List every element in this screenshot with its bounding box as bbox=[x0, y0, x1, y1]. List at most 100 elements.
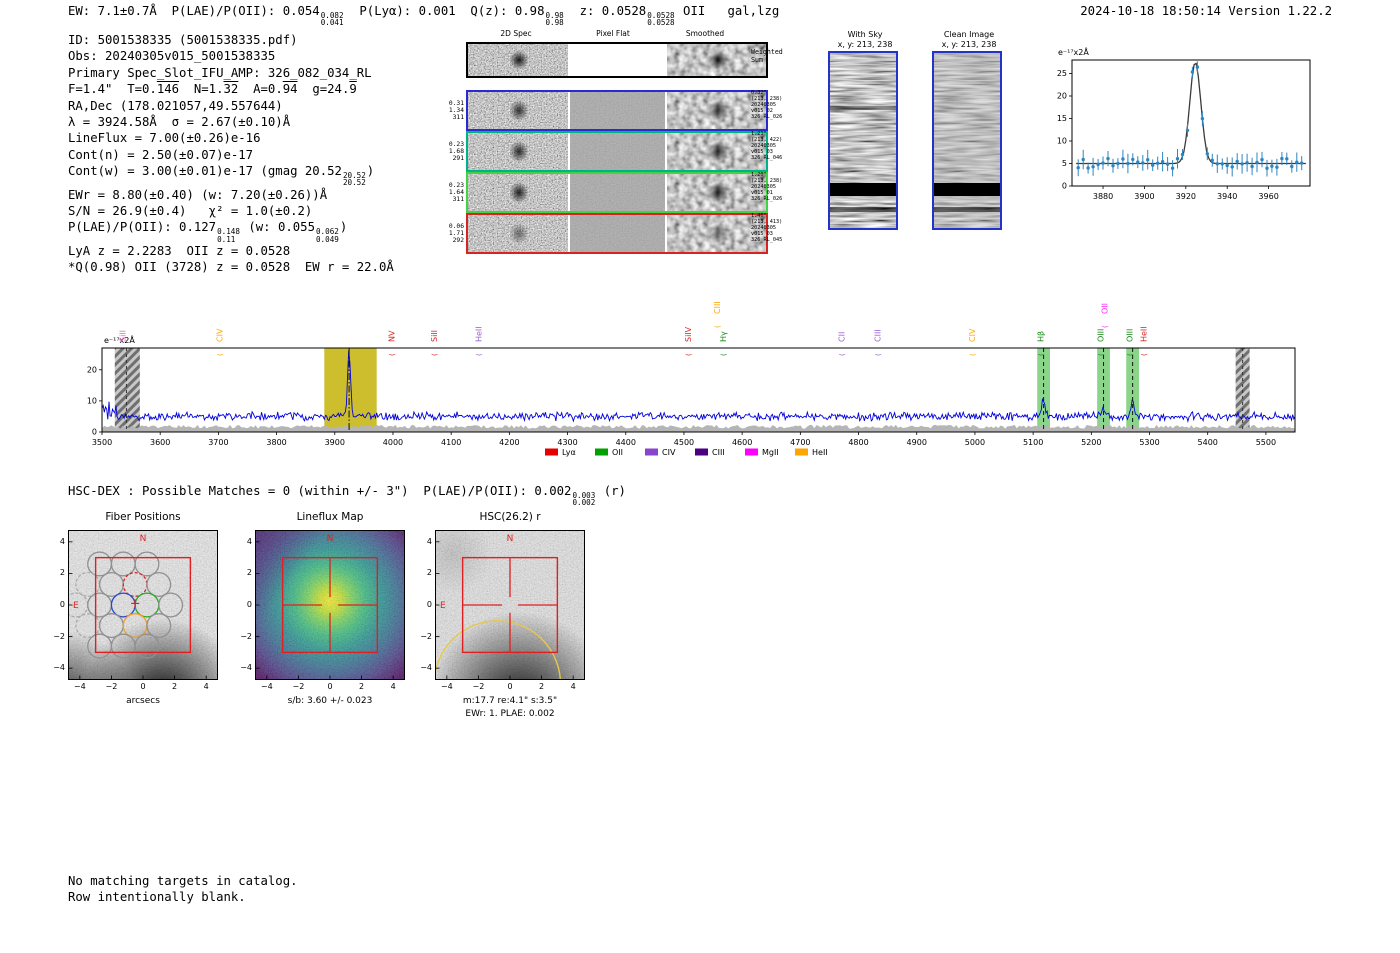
detection-info-block: ID: 5001538335 (5001538335.pdf) Obs: 2024… bbox=[68, 32, 394, 276]
cutout-panels: Fiber Positions N E −4 −4 −2 −2 0 0 2 2 4 4 arcsecs Li… bbox=[0, 508, 1400, 733]
lineflux-map-overlay-svg: N bbox=[255, 530, 405, 680]
x-tick-label: 4700 bbox=[790, 438, 810, 447]
data-point bbox=[1165, 162, 1170, 166]
legend-label: Lyα bbox=[562, 448, 576, 457]
right-label-line: 1.20" bbox=[751, 172, 767, 178]
noise-texture bbox=[934, 53, 1000, 228]
text-segment: RA,Dec (178.021057,49.557644) bbox=[68, 98, 283, 113]
fraction-upper: 20.52 bbox=[342, 171, 366, 181]
text-segment: P(LAE)/P(OII): 0.127 bbox=[68, 220, 217, 235]
marker-paren: ( bbox=[720, 353, 728, 356]
emission-blob bbox=[506, 177, 532, 208]
data-point bbox=[1220, 162, 1224, 166]
spec2d-strip-spec bbox=[468, 174, 568, 211]
cutout-lineflux-map: Lineflux Map N −4 −4 −2 −2 0 0 2 2 4 4 s/b: 3.60 +/-… bbox=[230, 508, 425, 726]
text-segment: 94 bbox=[282, 82, 298, 97]
spec2d-column-title: 2D Spec bbox=[500, 29, 532, 38]
data-point bbox=[1230, 165, 1234, 169]
text-segment: EWr = 8.80(±0.40) (w: 7.20(±0.26))Å bbox=[68, 187, 328, 202]
x-tick-label: 4 bbox=[570, 682, 576, 691]
data-point bbox=[1121, 157, 1125, 161]
text-segment: Primary Spec_Slot_IFU_AMP: 326_082_034_R… bbox=[68, 65, 372, 80]
info-line: EWr = 8.80(±0.40) (w: 7.20(±0.26))Å bbox=[68, 187, 394, 203]
left-label-line: 0.23 bbox=[448, 181, 464, 189]
y-tick-label: 0 bbox=[426, 600, 432, 609]
y-tick-label: 25 bbox=[1057, 69, 1067, 78]
right-label-line: 326_RL_045 bbox=[751, 237, 783, 244]
legend-label: CIV bbox=[662, 448, 676, 457]
axes-spine bbox=[255, 530, 405, 680]
data-point bbox=[1190, 70, 1195, 74]
header-timestamp: 2024-10-18 18:50:14 Version 1.22.2 bbox=[1080, 4, 1332, 18]
spec2d-row-right-label: 1.20" (213, 238) 20240305 v015_01 326_RL_026 bbox=[751, 172, 782, 202]
extraction-box bbox=[94, 556, 192, 654]
data-point bbox=[1156, 161, 1160, 165]
emission-line-marker-label: CIII bbox=[874, 329, 883, 342]
data-point bbox=[1175, 157, 1180, 161]
selected-line-band bbox=[324, 348, 377, 432]
text-segment: g=24. bbox=[297, 82, 350, 97]
x-tick-label: 3500 bbox=[92, 438, 112, 447]
east-label: E bbox=[73, 601, 79, 611]
text-segment: OII gal,lzg bbox=[675, 4, 780, 18]
x-tick-label: 5500 bbox=[1256, 438, 1276, 447]
full-spectrum-svg: 3500 3600 3700 3800 3900 4000 4100 4200 4300 4400… bbox=[87, 301, 1296, 457]
data-point bbox=[1290, 164, 1294, 169]
legend-swatch bbox=[645, 448, 658, 456]
north-label: N bbox=[140, 534, 147, 544]
fraction-upper: 0.0528 bbox=[647, 11, 675, 20]
cutout-caption: m:17.7 re:4.1" s:3.5" bbox=[462, 696, 558, 706]
error-spectrum-fill bbox=[102, 424, 1295, 432]
sky-image bbox=[932, 51, 1002, 230]
x-tick-label: 4400 bbox=[616, 438, 636, 447]
emission-blob bbox=[704, 218, 731, 249]
stacked-fraction: 0.0528 0.0528 bbox=[647, 11, 675, 27]
x-tick-label: 2 bbox=[539, 682, 545, 691]
left-label-line: 311 bbox=[452, 114, 464, 122]
spec2d-strip-smooth bbox=[667, 92, 766, 129]
y-tick-label: 10 bbox=[1057, 137, 1067, 146]
axis-xlabel: arcsecs bbox=[126, 696, 160, 706]
data-point bbox=[1215, 162, 1219, 166]
emission-blob bbox=[506, 218, 532, 249]
emission-blob bbox=[704, 95, 731, 126]
y-tick-label: 0 bbox=[92, 428, 97, 437]
right-label-line: 0.32" bbox=[751, 90, 767, 96]
dark-band bbox=[830, 207, 896, 212]
y-tick-label: 20 bbox=[87, 365, 97, 374]
header-summary: EW: 7.1±0.7Å P(LAE)/P(OII): 0.054 0.082 0.… bbox=[68, 4, 780, 28]
east-label: E bbox=[440, 601, 446, 611]
data-point bbox=[1111, 164, 1115, 168]
marker-paren: ( bbox=[1102, 325, 1110, 328]
spec2d-row-strip-group bbox=[466, 172, 768, 213]
emission-line-marker-label: Hβ bbox=[1037, 331, 1046, 342]
fraction-lower: 0.049 bbox=[315, 234, 339, 244]
fiber-circle bbox=[134, 633, 160, 659]
left-label-line: 1.68 bbox=[448, 147, 464, 155]
cutout-caption: s/b: 3.60 +/- 0.023 bbox=[287, 696, 373, 706]
data-point bbox=[1205, 152, 1209, 156]
text-segment: Obs: 20240305v015_5001538335 bbox=[68, 49, 276, 64]
info-line: LyA z = 2.2283 OII z = 0.0528 bbox=[68, 243, 394, 259]
spec2d-strip-smooth bbox=[667, 174, 766, 211]
spec2d-column-title: Smoothed bbox=[685, 29, 725, 38]
text-segment: 32 bbox=[223, 82, 239, 97]
dark-band bbox=[934, 207, 1000, 212]
marker-paren: ( bbox=[969, 353, 977, 356]
marker-paren: ( bbox=[389, 353, 397, 356]
data-point bbox=[1091, 165, 1095, 169]
x-tick-label: 0 bbox=[507, 682, 513, 691]
data-point bbox=[1250, 164, 1254, 169]
right-label-line: v015_01 bbox=[751, 190, 773, 197]
spectrum-line bbox=[101, 350, 1296, 424]
stacked-fraction: 0.148 0.11 bbox=[217, 228, 240, 243]
stacked-fraction: 0.062 0.049 bbox=[315, 228, 339, 244]
text-segment: A=0. bbox=[238, 82, 283, 97]
spec2d-strip-flat bbox=[570, 92, 665, 129]
fiber-circle bbox=[110, 592, 136, 618]
legend-swatch bbox=[545, 448, 558, 456]
fraction-lower: 0.98 bbox=[545, 18, 564, 28]
right-label-line: v015_03 bbox=[751, 231, 773, 238]
fiber-circle bbox=[134, 551, 160, 577]
